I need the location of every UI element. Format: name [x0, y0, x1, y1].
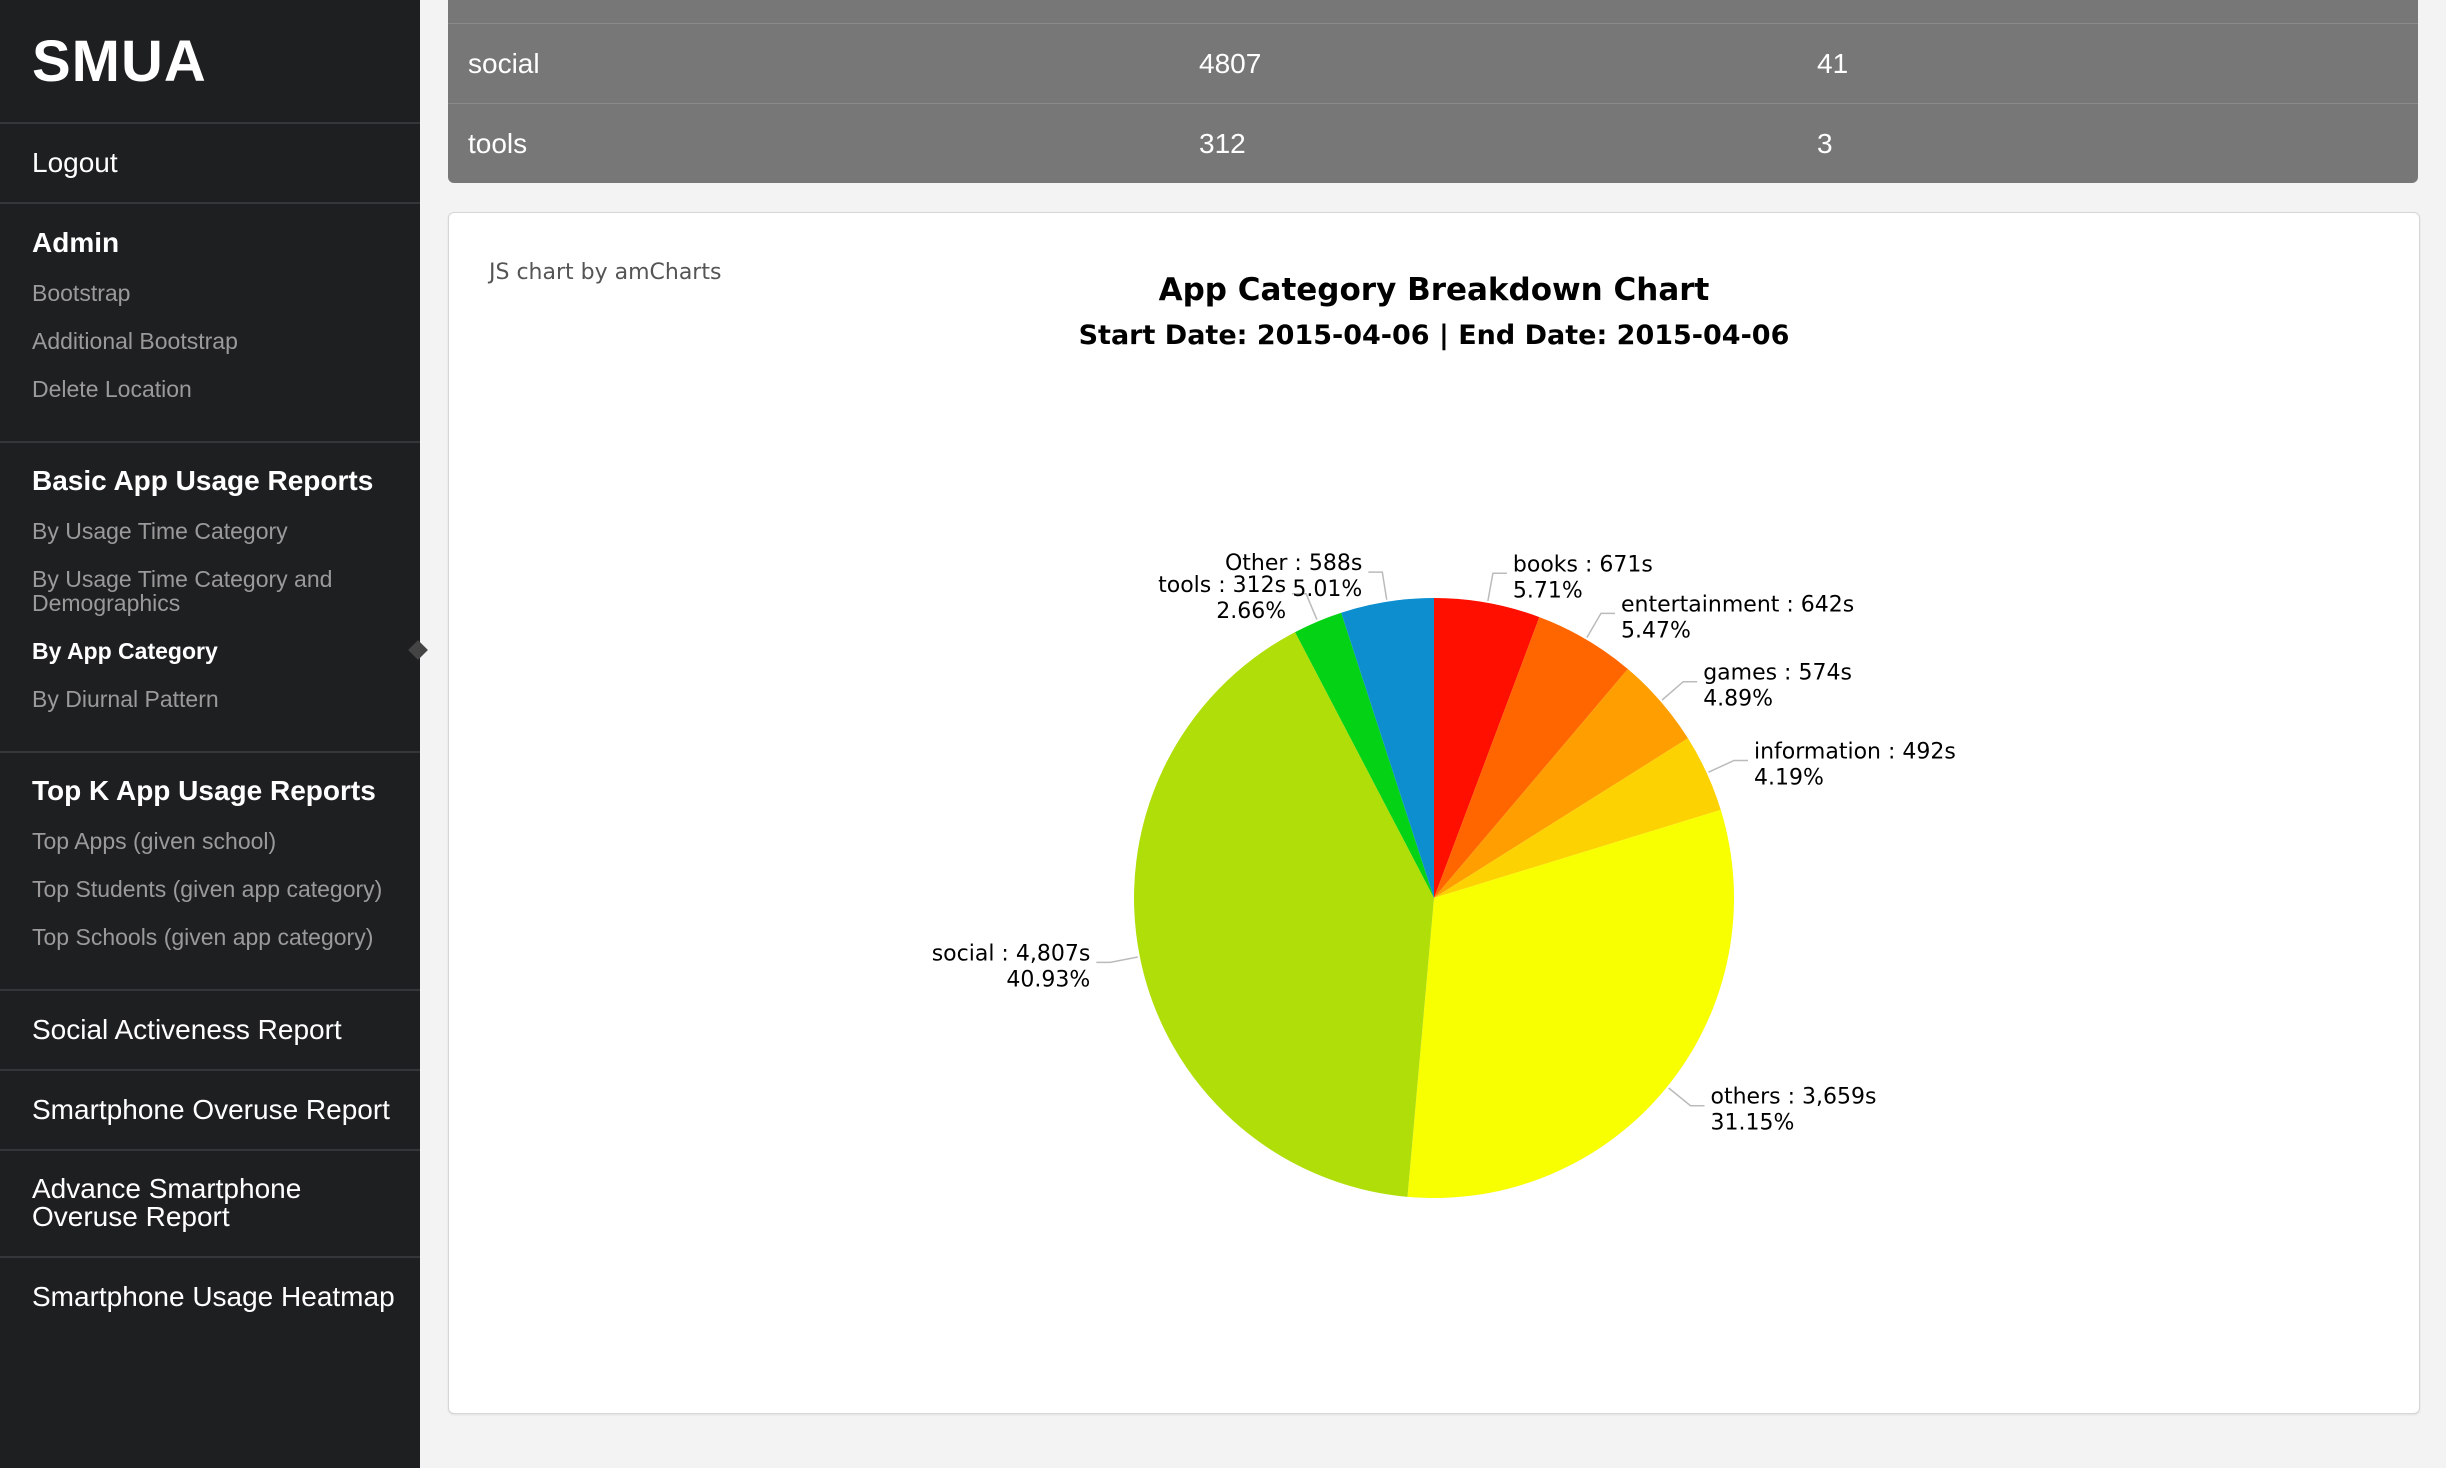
- pie-slices: [1134, 598, 1734, 1198]
- divider: [0, 122, 420, 124]
- nav-item-top-schools[interactable]: Top Schools (given app category): [32, 924, 374, 950]
- sidebar: SMUA Logout Admin Bootstrap Additional B…: [0, 0, 428, 1468]
- pie-label-value: entertainment : 642s: [1621, 592, 1854, 617]
- nav-item-by-diurnal-pattern[interactable]: By Diurnal Pattern: [32, 686, 219, 712]
- divider: [0, 1256, 420, 1258]
- pie-label-leader: [1708, 759, 1748, 773]
- pie-chart: JS chart by amCharts App Category Breakd…: [487, 260, 1956, 1198]
- pie-slice-tools[interactable]: [1295, 612, 1434, 898]
- chart-credit-link[interactable]: JS chart by amCharts: [487, 260, 721, 285]
- pie-slice-other[interactable]: [1341, 598, 1434, 898]
- pie-label-percent: 4.89%: [1703, 687, 1773, 712]
- nav-item-smartphone-overuse[interactable]: Smartphone Overuse Report: [32, 1094, 390, 1125]
- pie-slice-entertainment[interactable]: [1434, 617, 1628, 898]
- nav-item-bootstrap[interactable]: Bootstrap: [32, 280, 131, 306]
- chart-panel: JS chart by amCharts App Category Breakd…: [448, 212, 2420, 1414]
- nav-item-usage-heatmap[interactable]: Smartphone Usage Heatmap: [32, 1281, 395, 1312]
- pie-label-leader: [1096, 956, 1138, 964]
- table-cell-usage: 4807: [1199, 48, 1262, 79]
- pie-label-leader: [1661, 680, 1698, 701]
- pie-label-value: tools : 312s: [1158, 573, 1286, 598]
- logout-link[interactable]: Logout: [32, 147, 118, 178]
- chart-title: App Category Breakdown Chart: [1159, 272, 1710, 308]
- brand-logo[interactable]: SMUA: [32, 29, 207, 94]
- pie-label-percent: 5.01%: [1292, 577, 1362, 602]
- table-cell-count: 41: [1817, 48, 1849, 79]
- pie-slice-books[interactable]: [1434, 598, 1540, 898]
- nav-item-label-line2: Demographics: [32, 590, 181, 616]
- divider: [0, 1149, 420, 1151]
- divider: [0, 202, 420, 204]
- nav-item-social-activeness[interactable]: Social Activeness Report: [32, 1014, 342, 1045]
- nav-item-by-usage-time-category[interactable]: By Usage Time Category: [32, 518, 288, 544]
- nav-section-basic-app-usage[interactable]: Basic App Usage Reports: [32, 465, 374, 496]
- table-row: social 4807 41: [448, 23, 2418, 103]
- pie-label-percent: 2.66%: [1216, 599, 1286, 624]
- pie-label-leader: [1668, 1087, 1705, 1107]
- nav-item-label-line2: Overuse Report: [32, 1201, 230, 1232]
- pie-label-percent: 5.71%: [1513, 578, 1583, 603]
- pie-label-value: information : 492s: [1754, 740, 1956, 765]
- nav-section-admin[interactable]: Admin: [32, 227, 120, 258]
- table-row: tools 312 3: [448, 103, 2418, 183]
- table-cell-category: tools: [468, 128, 528, 159]
- chart-subtitle: Start Date: 2015-04-06 | End Date: 2015-…: [1079, 320, 1790, 351]
- pie-label-value: books : 671s: [1513, 552, 1653, 577]
- divider: [0, 989, 420, 991]
- pie-slice-others[interactable]: [1407, 809, 1734, 1198]
- nav-item-label-line1: By Usage Time Category and: [32, 566, 333, 592]
- row-divider: [448, 23, 2418, 24]
- pie-label-value: Other : 588s: [1225, 551, 1362, 576]
- pie-label-leader: [1292, 593, 1318, 620]
- category-table: social 4807 41 tools 312 3: [448, 0, 2418, 183]
- nav-item-additional-bootstrap[interactable]: Additional Bootstrap: [32, 328, 238, 354]
- pie-label-percent: 40.93%: [1006, 967, 1090, 992]
- nav-item-by-app-category[interactable]: By App Category: [32, 638, 218, 664]
- pie-label-value: games : 574s: [1703, 661, 1852, 686]
- divider: [0, 1069, 420, 1071]
- divider: [0, 441, 420, 443]
- pie-slice-social[interactable]: [1134, 632, 1434, 1197]
- pie-slice-games[interactable]: [1434, 669, 1688, 898]
- table-cell-usage: 312: [1199, 128, 1246, 159]
- nav-section-top-k[interactable]: Top K App Usage Reports: [32, 775, 376, 806]
- pie-label-value: others : 3,659s: [1711, 1085, 1877, 1110]
- nav-item-label-line1: Advance Smartphone: [32, 1173, 302, 1204]
- pie-label-percent: 31.15%: [1711, 1111, 1795, 1136]
- pie-label-value: social : 4,807s: [932, 941, 1091, 966]
- nav-item-top-apps[interactable]: Top Apps (given school): [32, 828, 277, 854]
- pie-label-percent: 5.47%: [1621, 618, 1691, 643]
- table-cell-count: 3: [1817, 128, 1833, 159]
- pie-slice-information[interactable]: [1434, 738, 1721, 898]
- pie-label-leader: [1487, 572, 1507, 602]
- table-cell-category: social: [468, 48, 540, 79]
- pie-label-percent: 4.19%: [1754, 766, 1824, 791]
- nav-item-delete-location[interactable]: Delete Location: [32, 376, 192, 402]
- pie-label-leader: [1368, 571, 1388, 600]
- row-divider: [448, 103, 2418, 104]
- pie-label-leader: [1586, 612, 1615, 638]
- divider: [0, 751, 420, 753]
- active-indicator-icon: [408, 640, 428, 660]
- nav-item-top-students[interactable]: Top Students (given app category): [32, 876, 383, 902]
